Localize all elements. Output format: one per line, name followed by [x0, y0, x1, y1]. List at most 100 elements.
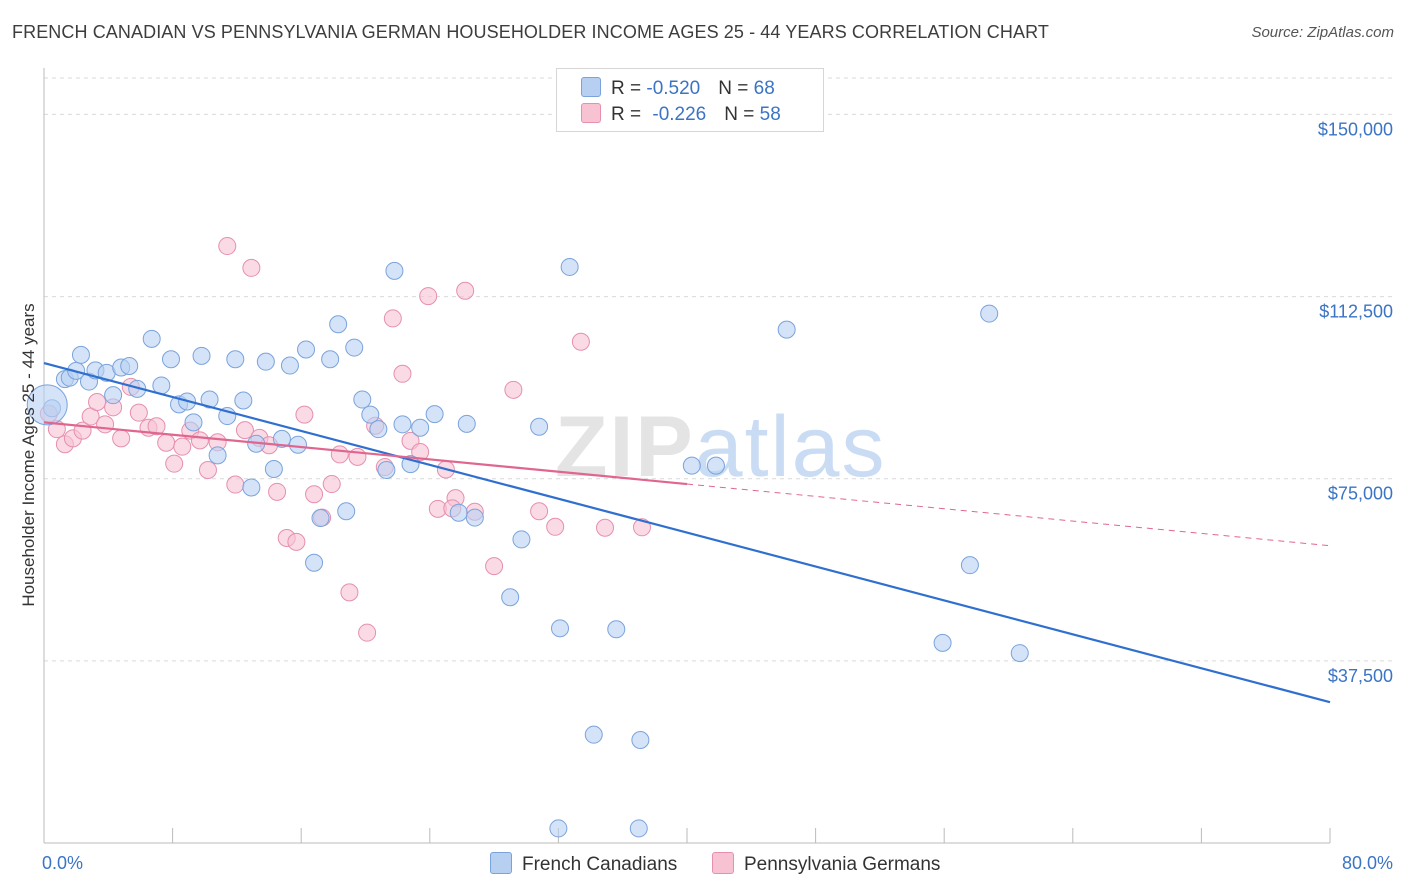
- blue-point-18: [192, 346, 211, 365]
- blue-point-30: [288, 435, 307, 454]
- legend-r-label-2: R =: [611, 104, 647, 125]
- blue-point-19: [200, 390, 219, 409]
- blue-point-63: [980, 304, 999, 323]
- source-label: Source: ZipAtlas.com: [1251, 24, 1394, 41]
- pink-point-15: [165, 454, 184, 473]
- legend-n-label-2: N =: [724, 104, 760, 125]
- blue-point-56: [607, 620, 626, 639]
- blue-point-41: [377, 460, 396, 479]
- pennsylvania-germans-points: [39, 237, 651, 642]
- blue-point-50: [501, 588, 520, 607]
- pink-point-27: [268, 482, 287, 501]
- pink-point-51: [504, 380, 523, 399]
- legend-row-french-canadians: R = -0.520 N = 68: [581, 77, 775, 101]
- pennsylvania-germans-trend-line: [43, 421, 688, 486]
- blue-point-65: [549, 819, 568, 838]
- pink-point-43: [411, 443, 430, 461]
- trend-lines: [43, 362, 1331, 704]
- pink-point-31: [305, 485, 324, 504]
- legend-n-label-1: N =: [718, 78, 754, 99]
- pink-point-14: [157, 433, 176, 452]
- legend-n-value-2: 58: [759, 104, 781, 125]
- blue-point-32: [305, 553, 324, 572]
- pink-point-23: [235, 421, 254, 440]
- pink-point-19: [198, 460, 217, 479]
- bottom-legend-pennsylvania-germans: Pennsylvania Germans: [712, 852, 940, 876]
- y-tick-label-0: $37,500: [1328, 666, 1393, 686]
- pink-point-34: [330, 445, 349, 464]
- blue-point-4: [71, 345, 90, 364]
- bottom-legend-label-2: Pennsylvania Germans: [744, 854, 941, 875]
- legend-row-pennsylvania-germans: R = -0.226 N = 58: [581, 103, 781, 127]
- blue-point-45: [411, 418, 430, 437]
- blue-point-58: [682, 456, 701, 475]
- blue-point-38: [353, 390, 372, 409]
- pink-point-44: [419, 287, 438, 306]
- x-tick-label-0: 0.0%: [42, 853, 83, 873]
- chart-title: FRENCH CANADIAN VS PENNSYLVANIA GERMAN H…: [12, 22, 1049, 42]
- legend-swatch-blue: [581, 77, 601, 97]
- pink-point-24: [242, 258, 261, 277]
- pink-point-18: [190, 431, 209, 450]
- legend-swatch-pink: [581, 103, 601, 123]
- blue-point-26: [256, 352, 275, 371]
- blue-point-20: [208, 446, 227, 465]
- legend-r-label-1: R =: [611, 78, 647, 99]
- pink-point-52: [530, 502, 549, 521]
- french-canadians-trend-line: [43, 362, 1331, 704]
- blue-point-24: [242, 478, 261, 497]
- blue-point-22: [226, 350, 245, 369]
- bottom-legend-french-canadians: French Canadians: [490, 852, 677, 876]
- blue-point-14: [161, 350, 180, 369]
- pink-point-50: [485, 557, 504, 576]
- blue-point-51: [512, 530, 531, 549]
- bottom-legend-swatch-blue: [490, 852, 512, 874]
- blue-point-47: [449, 503, 468, 522]
- pink-point-22: [226, 475, 245, 494]
- blue-point-42: [385, 261, 404, 280]
- correlation-legend: R = -0.520 N = 68 R = -0.226 N = 58: [556, 68, 824, 132]
- blue-point-10: [120, 357, 139, 376]
- pink-point-40: [383, 309, 402, 328]
- y-tick-label-1: $75,000: [1328, 484, 1393, 504]
- pink-point-11: [129, 403, 148, 422]
- pink-point-33: [322, 475, 341, 494]
- legend-r-value-1: -0.520: [646, 78, 701, 99]
- pink-point-54: [571, 332, 590, 351]
- blue-point-57: [631, 731, 650, 750]
- blue-point-12: [142, 329, 161, 348]
- pink-point-13: [147, 417, 166, 436]
- blue-point-28: [272, 429, 291, 448]
- blue-point-40: [369, 420, 388, 439]
- blue-point-66: [629, 819, 648, 838]
- pink-point-16: [173, 437, 192, 456]
- blue-point-59: [706, 456, 725, 475]
- blue-point-62: [960, 556, 979, 575]
- pink-point-7: [96, 415, 115, 434]
- blue-point-8: [104, 386, 123, 405]
- blue-point-33: [311, 509, 330, 528]
- blue-point-43: [393, 415, 412, 434]
- blue-point-46: [425, 405, 444, 424]
- y-axis-title: Householder Income Ages 25 - 44 years: [19, 303, 38, 606]
- bottom-legend-label-1: French Canadians: [522, 854, 678, 875]
- pink-point-56: [632, 518, 651, 537]
- blue-point-48: [457, 414, 476, 433]
- blue-point-54: [560, 257, 579, 276]
- blue-point-49: [465, 508, 484, 527]
- pennsylvania-germans-trend-extension: [686, 483, 1331, 547]
- pink-point-55: [596, 518, 615, 537]
- pink-point-9: [112, 429, 131, 448]
- pink-point-48: [456, 281, 475, 300]
- bottom-legend-swatch-pink: [712, 852, 734, 874]
- blue-point-29: [280, 356, 299, 375]
- pink-point-53: [546, 517, 565, 536]
- blue-point-53: [551, 619, 570, 638]
- x-tick-label-1: 80.0%: [1342, 853, 1393, 873]
- blue-point-37: [345, 338, 364, 357]
- blue-point-36: [337, 502, 356, 521]
- y-tick-label-2: $112,500: [1319, 302, 1393, 322]
- blue-point-17: [184, 413, 203, 432]
- legend-r-value-2: -0.226: [652, 104, 707, 125]
